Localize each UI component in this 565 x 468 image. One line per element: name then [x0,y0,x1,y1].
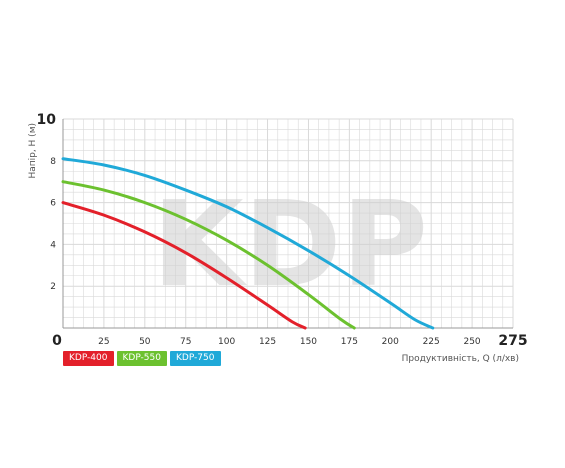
x-tick-label: 25 [98,337,109,347]
x-tick-label: 100 [218,337,235,347]
x-axis-label: Продуктивність, Q (л/хв) [402,354,519,364]
y-tick-label: 8 [50,157,56,167]
grid [62,118,514,329]
x-tick-label: 125 [259,337,276,347]
watermark: KDP [152,175,428,313]
x-tick-label: 150 [300,337,317,347]
y-tick-label: 6 [50,199,56,209]
y-tick-label: 10 [37,112,57,128]
x-tick-label: 175 [341,337,358,347]
x-tick-label: 225 [423,337,440,347]
legend-item-kdp-400: KDP-400 [63,351,114,366]
series-line-kdp-750 [61,157,435,330]
x-tick-label: 200 [382,337,399,347]
curves [61,157,435,330]
y-tick-label: 4 [50,240,56,250]
legend-item-kdp-550: KDP-550 [116,351,167,366]
x-tick-label: 75 [180,337,191,347]
x-tick-label: 0 [52,333,62,349]
legend-item-kdp-750: KDP-750 [170,351,221,366]
x-tick-label: 250 [463,337,480,347]
series-line-kdp-400 [61,201,307,330]
y-tick-label: 2 [50,282,56,292]
legend: KDP-400 KDP-550 KDP-750 [63,351,221,366]
axes [62,119,513,329]
y-axis-label: Напір, Н (м) [28,123,38,179]
x-tick-label: 50 [139,337,151,347]
x-tick-label: 275 [498,333,527,349]
series-line-kdp-550 [61,180,356,330]
tick-labels: 0 25 50 75 100 125 150 175 200 225 250 275 2 4 6 8 10 [37,112,528,349]
